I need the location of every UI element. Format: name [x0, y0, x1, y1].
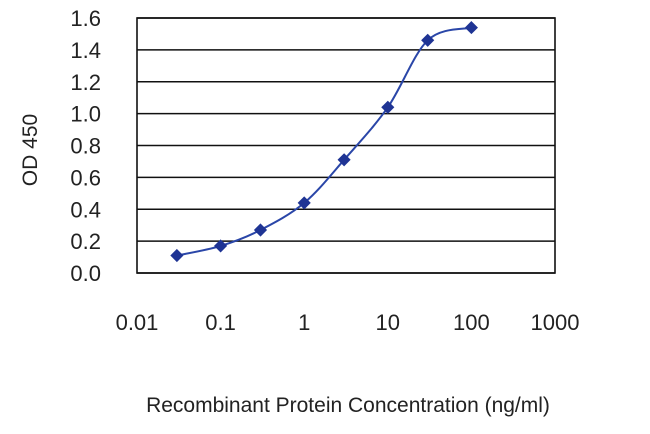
data-point-marker [170, 248, 184, 263]
data-point-marker [297, 196, 311, 210]
y-tick-label: 1.2 [70, 70, 101, 95]
y-tick-label: 0.4 [70, 197, 101, 222]
plot-area-frame [136, 17, 556, 274]
x-tick-label: 0.1 [205, 310, 236, 335]
y-tick-label: 0.2 [70, 229, 101, 254]
x-tick-label: 1000 [531, 310, 580, 335]
x-tick-label: 10 [376, 310, 400, 335]
series-line-0 [176, 26, 472, 257]
x-axis-tick-labels: 0.01 0.1 1 10 100 1000 [116, 310, 580, 335]
data-point-marker [214, 239, 228, 253]
y-axis-title: OD 450 [19, 114, 42, 186]
x-tick-label: 100 [453, 310, 490, 335]
data-point-marker [464, 21, 478, 35]
y-tick-label: 1.6 [70, 6, 101, 31]
data-point-marker [337, 153, 351, 167]
data-point-marker [253, 223, 268, 237]
y-axis-tick-labels: 0.0 0.2 0.4 0.6 0.8 1.0 1.2 1.4 1.6 [70, 6, 101, 286]
x-tick-label: 0.01 [116, 310, 159, 335]
y-tick-label: 0.0 [70, 261, 101, 286]
x-axis-title: Recombinant Protein Concentration (ng/ml… [146, 394, 550, 417]
series-layer [170, 21, 478, 263]
x-tick-label: 1 [298, 310, 310, 335]
y-tick-label: 0.6 [70, 165, 101, 190]
y-gridlines [137, 17, 555, 274]
data-point-marker [421, 33, 435, 47]
y-tick-label: 1.0 [70, 102, 101, 127]
data-point-marker [381, 100, 395, 114]
y-tick-label: 1.4 [70, 38, 101, 63]
y-tick-label: 0.8 [70, 134, 101, 159]
